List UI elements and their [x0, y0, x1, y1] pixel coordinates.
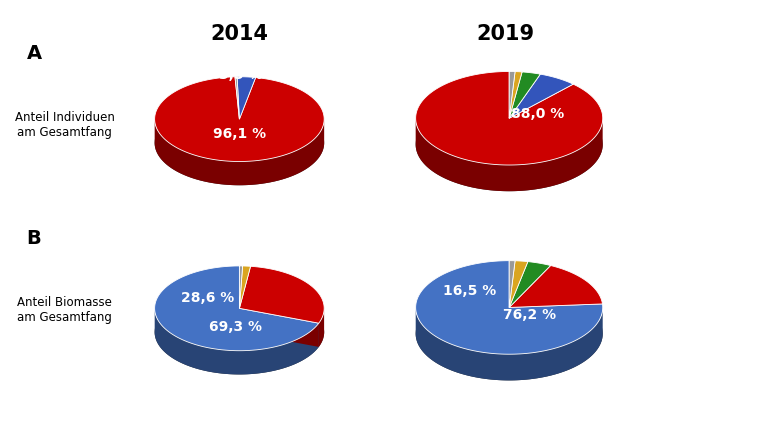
Text: 2014: 2014 [211, 24, 268, 44]
Polygon shape [509, 74, 573, 118]
Text: 69,3 %: 69,3 % [209, 320, 261, 334]
Text: 3,5 %: 3,5 % [220, 68, 263, 82]
Polygon shape [416, 71, 603, 165]
Polygon shape [318, 307, 325, 347]
Polygon shape [154, 290, 325, 374]
Polygon shape [509, 71, 515, 118]
Text: 76,2 %: 76,2 % [503, 308, 556, 322]
Polygon shape [239, 266, 325, 323]
Polygon shape [154, 100, 325, 185]
Polygon shape [154, 307, 318, 374]
Polygon shape [237, 77, 255, 119]
Polygon shape [239, 308, 318, 347]
Polygon shape [416, 306, 603, 381]
Text: 96,1 %: 96,1 % [213, 128, 266, 141]
Polygon shape [235, 77, 239, 119]
Polygon shape [416, 98, 603, 191]
Text: 2019: 2019 [477, 24, 534, 44]
Text: B: B [27, 229, 41, 248]
Text: Anteil Biomasse
am Gesamtfang: Anteil Biomasse am Gesamtfang [17, 296, 112, 324]
Polygon shape [509, 261, 528, 308]
Polygon shape [154, 77, 325, 161]
Text: 6,6 %: 6,6 % [441, 59, 484, 73]
Text: Anteil Individuen
am Gesamtfang: Anteil Individuen am Gesamtfang [14, 111, 115, 139]
Polygon shape [239, 308, 318, 347]
Polygon shape [509, 72, 522, 118]
Text: 28,6 %: 28,6 % [181, 291, 234, 305]
Polygon shape [509, 265, 603, 308]
Text: 88,0 %: 88,0 % [511, 106, 564, 121]
Polygon shape [509, 262, 550, 308]
Polygon shape [509, 72, 540, 118]
Text: A: A [27, 44, 42, 63]
Polygon shape [416, 117, 603, 191]
Polygon shape [239, 266, 242, 308]
Polygon shape [509, 260, 515, 308]
Polygon shape [239, 266, 251, 308]
Polygon shape [416, 260, 603, 354]
Polygon shape [154, 266, 318, 351]
Polygon shape [416, 287, 603, 381]
Text: 16,5 %: 16,5 % [443, 284, 496, 297]
Polygon shape [154, 118, 325, 185]
